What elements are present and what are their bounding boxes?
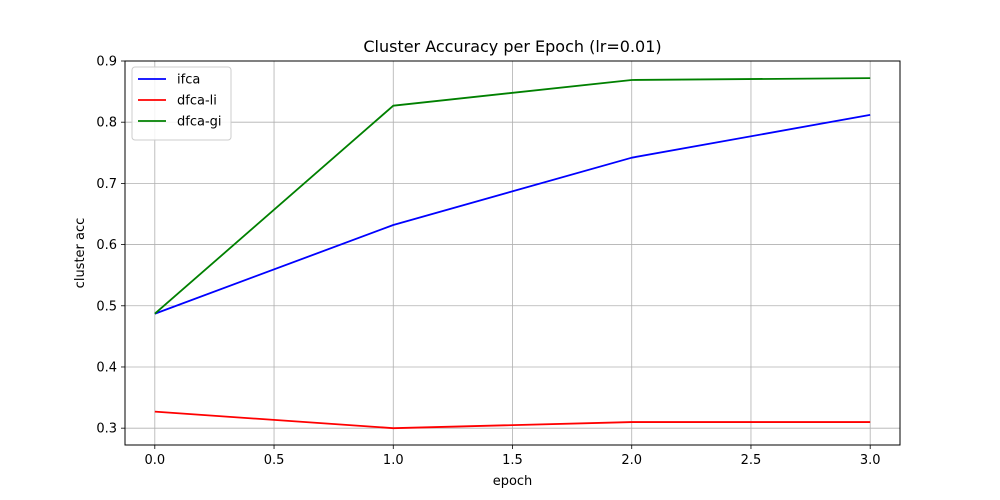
legend-label-dfca-gi: dfca-gi	[177, 115, 222, 130]
legend-label-ifca: ifca	[177, 73, 200, 88]
y-tick-label: 0.9	[96, 55, 117, 70]
x-tick-label: 1.5	[502, 453, 523, 468]
series-line-dfca-li	[154, 410, 871, 430]
y-tick-label: 0.7	[96, 177, 117, 192]
y-tick-label: 0.3	[96, 422, 117, 437]
y-tick-label: 0.5	[96, 299, 117, 314]
plot-frame	[124, 60, 901, 446]
x-tick-label: 0.0	[144, 453, 165, 468]
x-tick-label: 2.5	[741, 453, 762, 468]
x-axis-label: epoch	[493, 474, 533, 489]
series-line-dfca-gi	[154, 77, 871, 315]
y-tick-label: 0.6	[96, 238, 117, 253]
series-line-ifca	[154, 113, 871, 315]
x-tick-label: 1.0	[383, 453, 404, 468]
grid-lines	[125, 60, 900, 445]
series-lines	[154, 77, 871, 430]
x-tick-label: 0.5	[264, 453, 285, 468]
x-tick-label: 2.0	[621, 453, 642, 468]
x-tick-label: 3.0	[860, 453, 881, 468]
y-axis-label: cluster acc	[73, 218, 88, 289]
y-tick-label: 0.4	[96, 360, 117, 375]
chart-title: Cluster Accuracy per Epoch (lr=0.01)	[363, 37, 661, 56]
legend: ifca dfca-li dfca-gi	[131, 66, 232, 141]
legend-label-dfca-li: dfca-li	[177, 94, 217, 109]
y-tick-label: 0.8	[96, 116, 117, 131]
axis-ticks: 0.0 0.5 1.0 1.5 2.0 2.5 3.0 0.3 0.4 0.5 0.6 0.7 0.8 0…	[96, 55, 880, 469]
